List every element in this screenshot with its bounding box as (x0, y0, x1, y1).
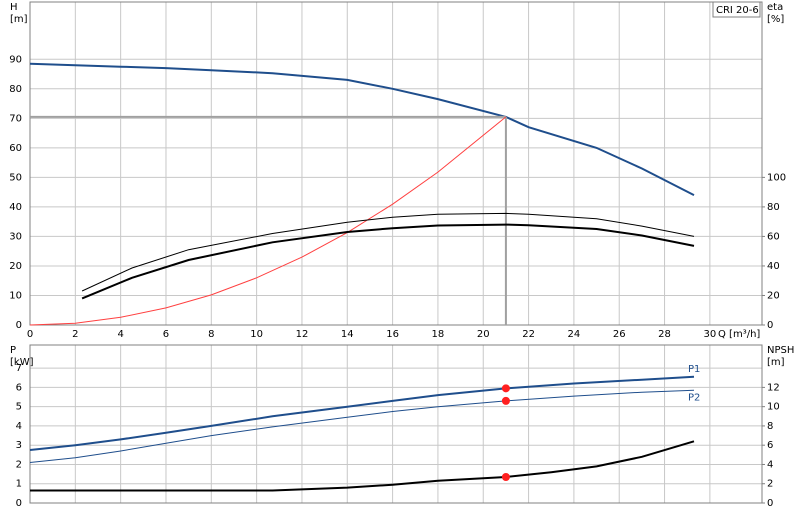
x-tick-label: 2 (72, 329, 78, 340)
y-tick-label: 0 (16, 498, 22, 509)
duty-point (501, 396, 510, 405)
model-box (712, 1, 761, 18)
y-tick-label: 0 (16, 320, 22, 331)
y-axis-unit: [m] (10, 14, 28, 25)
x-tick-label: 0 (27, 329, 33, 340)
x-tick-label: 20 (477, 329, 490, 340)
y-tick-label: 2 (16, 459, 22, 470)
x-tick-label: 26 (613, 329, 626, 340)
y-tick-label: 50 (9, 172, 22, 183)
y2-tick-label: 0 (767, 320, 773, 331)
y-tick-label: 70 (9, 113, 22, 124)
y-axis-unit: [kW] (10, 357, 34, 368)
y-tick-label: 5 (16, 402, 22, 413)
curve (81, 212, 695, 292)
curve (29, 389, 695, 463)
x-tick-label: 22 (522, 329, 535, 340)
y-tick-label: 10 (9, 290, 22, 301)
y2-axis-label: eta (767, 2, 783, 13)
plot-frame (29, 1, 763, 326)
x-tick-label: 18 (432, 329, 445, 340)
curve (29, 116, 507, 326)
y2-tick-label: 100 (767, 172, 786, 183)
x-tick-label: 28 (658, 329, 671, 340)
model-label: CRI 20-6 (716, 5, 759, 16)
x-tick-label: 8 (208, 329, 214, 340)
x-tick-label: 6 (163, 329, 169, 340)
y-axis-label: H (10, 2, 18, 13)
curve (29, 375, 695, 451)
x-tick-label: 12 (296, 329, 309, 340)
y-tick-label: 40 (9, 202, 22, 213)
y2-tick-label: 60 (767, 231, 780, 242)
y-tick-label: 6 (16, 382, 22, 393)
y2-tick-label: 40 (767, 261, 780, 272)
y-tick-label: 90 (9, 54, 22, 65)
duty-point (501, 384, 510, 393)
x-tick-label: 30 (704, 329, 717, 340)
curve-label: P2 (688, 392, 700, 403)
y2-tick-label: 10 (767, 402, 780, 413)
y-tick-label: 30 (9, 231, 22, 242)
y2-tick-label: 80 (767, 202, 780, 213)
duty-point (501, 472, 510, 481)
curve (29, 62, 695, 196)
plot-frame (29, 344, 763, 504)
y-tick-label: 20 (9, 261, 22, 272)
y2-tick-label: 6 (767, 440, 773, 451)
y2-tick-label: 4 (767, 459, 773, 470)
y2-tick-label: 0 (767, 498, 773, 509)
curve (81, 223, 695, 300)
y2-axis-unit: [%] (767, 14, 784, 25)
y-tick-label: 60 (9, 143, 22, 154)
x-tick-label: 10 (250, 329, 263, 340)
y-tick-label: 1 (16, 479, 22, 490)
y2-axis-unit: [m] (767, 357, 785, 368)
curve-label: P1 (688, 364, 700, 375)
x-tick-label: 4 (117, 329, 123, 340)
y2-axis-label: NPSH (767, 345, 794, 356)
y2-tick-label: 12 (767, 382, 780, 393)
x-tick-label: 24 (568, 329, 581, 340)
y-tick-label: 7 (16, 363, 22, 374)
y-tick-label: 4 (16, 421, 22, 432)
x-tick-label: 14 (341, 329, 354, 340)
y-tick-label: 3 (16, 440, 22, 451)
y2-tick-label: 8 (767, 421, 773, 432)
x-tick-label: 16 (386, 329, 399, 340)
y2-tick-label: 2 (767, 479, 773, 490)
y-axis-label: P (10, 345, 16, 356)
x-axis-label: Q [m³/h] (718, 329, 760, 340)
curve (30, 440, 695, 492)
y-tick-label: 80 (9, 84, 22, 95)
y2-tick-label: 20 (767, 290, 780, 301)
